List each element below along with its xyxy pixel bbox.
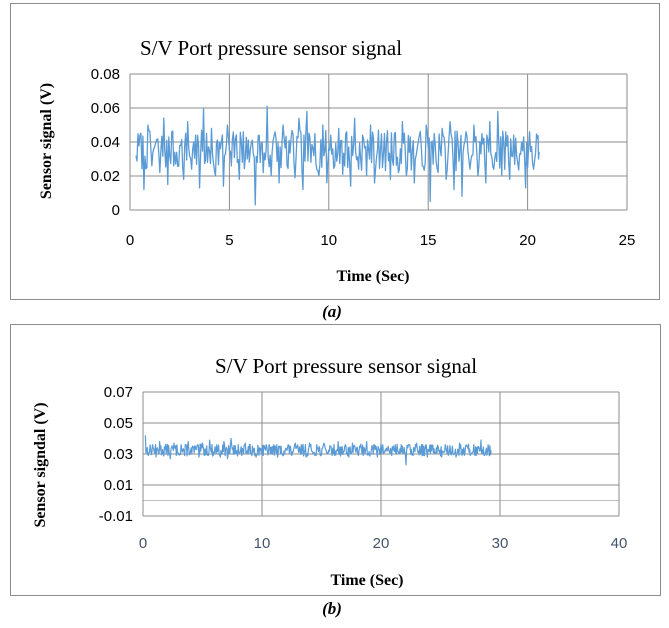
x-tick-label: 20 (519, 232, 536, 249)
y-tick-label: 0.03 (104, 446, 133, 463)
chart-panel-a: S/V Port pressure sensor signal 0 0.02 0.0… (10, 3, 660, 300)
y-tick-label: 0.02 (91, 168, 120, 185)
x-tick-label: 20 (373, 535, 390, 552)
chart-a-title: S/V Port pressure sensor signal (140, 36, 402, 60)
x-tick-label: 15 (420, 232, 437, 249)
y-tick-label: 0.06 (91, 100, 120, 117)
x-tick-label: 25 (619, 232, 636, 249)
chart-b-y-axis-label: Sensor signdal (V) (32, 402, 49, 527)
chart-b-title: S/V Port pressure sensor signal (215, 354, 477, 378)
y-tick-label: 0.01 (104, 477, 133, 494)
chart-a-grid (129, 73, 628, 211)
chart-b-series-line (144, 435, 492, 466)
chart-a-series-line (135, 105, 541, 206)
chart-b-svg: S/V Port pressure sensor signal -0.01 0.0… (32, 354, 628, 589)
y-tick-label: -0.01 (99, 508, 133, 525)
chart-a-x-axis-label: Time (Sec) (336, 268, 409, 285)
x-tick-label: 0 (126, 232, 134, 249)
x-tick-label: 5 (225, 232, 233, 249)
x-tick-label: 40 (611, 535, 628, 552)
chart-a-y-ticks: 0 0.02 0.04 0.06 0.08 (91, 66, 120, 219)
chart-b-y-ticks: -0.01 0.01 0.03 0.05 0.07 (99, 384, 133, 525)
chart-a-y-axis-label: Sensor signal (V) (38, 83, 55, 199)
chart-panel-b: S/V Port pressure sensor signal -0.01 0.0… (10, 324, 661, 596)
x-tick-label: 10 (254, 535, 271, 552)
caption-a: (a) (322, 302, 342, 321)
y-tick-label: 0.08 (91, 66, 120, 83)
y-tick-label: 0.07 (104, 384, 133, 401)
chart-b-grid (142, 391, 620, 517)
chart-a-svg: S/V Port pressure sensor signal 0 0.02 0.0… (38, 36, 636, 285)
y-tick-label: 0.05 (104, 415, 133, 432)
y-tick-label: 0 (112, 202, 120, 219)
caption-b: (b) (322, 599, 342, 618)
x-tick-label: 0 (139, 535, 147, 552)
chart-b-x-ticks: 0 10 20 30 40 (139, 535, 628, 552)
chart-a-x-ticks: 0 5 10 15 20 25 (126, 232, 636, 249)
x-tick-label: 30 (492, 535, 509, 552)
chart-b-x-axis-label: Time (Sec) (330, 572, 403, 589)
x-tick-label: 10 (320, 232, 337, 249)
y-tick-label: 0.04 (91, 134, 120, 151)
